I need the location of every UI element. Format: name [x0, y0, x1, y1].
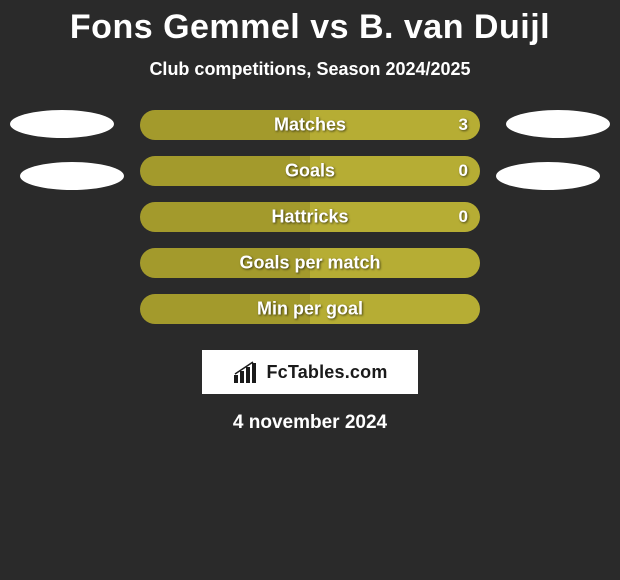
- stat-bar: Goals 0: [140, 156, 480, 186]
- stat-row: Matches 3: [0, 110, 620, 156]
- stat-bar: Goals per match: [140, 248, 480, 278]
- stat-row: Goals 0: [0, 156, 620, 202]
- subtitle: Club competitions, Season 2024/2025: [0, 59, 620, 80]
- placeholder-ellipse-left: [10, 110, 114, 138]
- date-text: 4 november 2024: [0, 412, 620, 434]
- stat-label: Matches: [274, 115, 346, 136]
- stat-label: Hattricks: [271, 207, 348, 228]
- stat-bar: Min per goal: [140, 294, 480, 324]
- stat-row: Hattricks 0: [0, 202, 620, 248]
- placeholder-ellipse-right: [496, 162, 600, 190]
- stat-value-right: 3: [459, 115, 468, 135]
- stat-row: Min per goal: [0, 294, 620, 340]
- stat-rows: Matches 3 Goals 0 Hattricks 0 Goals per match M…: [0, 110, 620, 340]
- stat-label: Min per goal: [257, 299, 363, 320]
- stat-bar-right: [310, 156, 480, 186]
- placeholder-ellipse-right: [506, 110, 610, 138]
- stat-label: Goals: [285, 161, 335, 182]
- branding-badge: FcTables.com: [202, 350, 418, 394]
- page-title: Fons Gemmel vs B. van Duijl: [0, 8, 620, 47]
- stat-value-right: 0: [459, 161, 468, 181]
- stat-bar: Hattricks 0: [140, 202, 480, 232]
- infographic-root: Fons Gemmel vs B. van Duijl Club competi…: [0, 0, 620, 434]
- stat-value-right: 0: [459, 207, 468, 227]
- bar-chart-icon: [232, 361, 260, 383]
- placeholder-ellipse-left: [20, 162, 124, 190]
- brand-text: FcTables.com: [266, 362, 387, 383]
- stat-label: Goals per match: [239, 253, 380, 274]
- stat-row: Goals per match: [0, 248, 620, 294]
- stat-bar: Matches 3: [140, 110, 480, 140]
